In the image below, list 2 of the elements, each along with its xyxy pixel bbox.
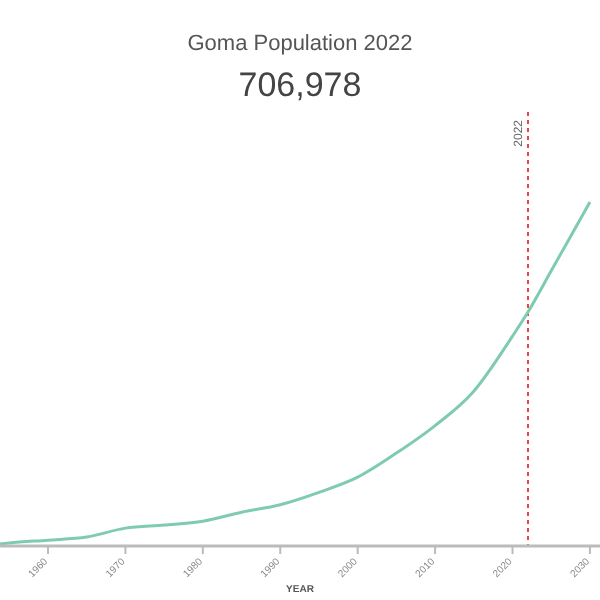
- chart-title: Goma Population 2022: [187, 32, 413, 56]
- chart-subtitle: 706,978: [238, 66, 362, 104]
